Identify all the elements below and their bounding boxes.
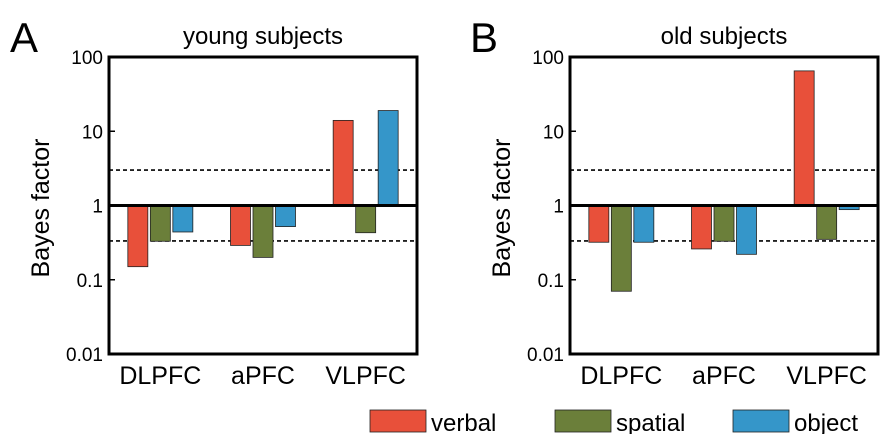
x-tick-label: DLPFC [119,362,201,390]
panel-a: A young subjects Bayes factor 0.01 0.1 1 10… [10,14,419,390]
panel-title: old subjects [661,23,788,50]
panel-b: B old subjects Bayes factor 0.01 0.1 1 10 10… [470,14,880,390]
y-tick-label: 100 [71,48,103,69]
legend-swatch-object [732,409,790,433]
legend: verbal spatial object [369,409,858,434]
x-tick-label: VLPFC [786,362,867,390]
bar-object-aPFC [275,205,296,227]
y-tick-label: 0.01 [527,345,564,366]
panel-label: B [470,14,498,61]
x-tick-label: VLPFC [325,362,406,390]
bar-spatial-VLPFC [816,205,838,240]
bar-spatial-aPFC [713,205,735,242]
panel-title: young subjects [183,23,343,50]
bar-object-DLPFC [633,205,655,243]
bar-verbal-DLPFC [588,205,610,243]
bar-object-DLPFC [172,205,194,233]
legend-swatch-spatial [554,409,612,433]
x-tick-label: aPFC [692,362,756,390]
bar-object-VLPFC [377,110,399,206]
y-axis-label: Bayes factor [488,139,516,278]
bar-object-aPFC [736,205,757,255]
y-tick-label: 1 [553,197,564,218]
legend-label: spatial [616,410,685,434]
bar-spatial-VLPFC [355,205,377,234]
y-axis-label: Bayes factor [27,139,55,278]
bar-verbal-DLPFC [127,205,149,268]
y-tick-label: 0.1 [538,271,564,292]
bar-verbal-aPFC [230,205,251,246]
y-tick-label: 10 [543,122,564,143]
legend-label: object [794,410,858,434]
bar-spatial-DLPFC [149,205,171,242]
bar-spatial-DLPFC [610,205,632,292]
y-tick-label: 0.01 [66,345,103,366]
y-tick-label: 0.1 [77,271,103,292]
y-tick-label: 1 [92,197,103,218]
legend-label: verbal [431,410,496,434]
bar-spatial-aPFC [252,205,274,258]
bar-verbal-aPFC [691,205,712,250]
legend-swatch-verbal [369,409,427,433]
x-tick-label: DLPFC [580,362,662,390]
panel-label: A [10,14,38,61]
bar-verbal-VLPFC [793,70,815,206]
bar-verbal-VLPFC [332,119,354,206]
y-tick-label: 10 [82,122,103,143]
y-tick-label: 100 [532,48,564,69]
x-tick-label: aPFC [231,362,295,390]
